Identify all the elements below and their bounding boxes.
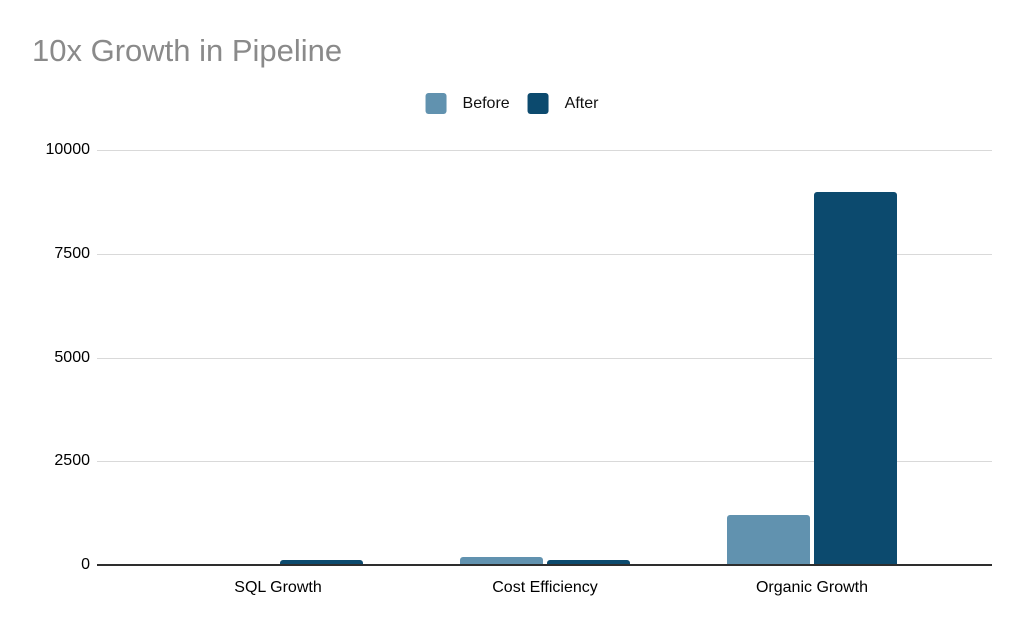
bar-after-sql-growth: [280, 559, 363, 565]
chart-title: 10x Growth in Pipeline: [32, 33, 343, 68]
gridline-7500: [97, 253, 992, 255]
y-tick-label-5000: 5000: [54, 348, 90, 366]
x-tick-label-sql-growth: SQL Growth: [234, 579, 322, 596]
x-axis-line: [97, 564, 992, 566]
bar-after-organic-growth: [814, 191, 897, 565]
bar-before-organic-growth: [727, 515, 810, 565]
legend-item-after: After: [527, 93, 599, 114]
y-tick-label-2500: 2500: [54, 452, 90, 470]
legend-label-before: Before: [462, 94, 510, 112]
y-tick-label-10000: 10000: [45, 141, 91, 158]
plot-area: SQL Growth Cost Efficiency Organic Growth: [97, 150, 992, 596]
legend-swatch-after: [527, 93, 549, 114]
gridline-10000: [97, 150, 992, 151]
legend-item-before: Before: [425, 93, 510, 114]
gridline-5000: [97, 357, 992, 359]
x-tick-label-cost-efficiency: Cost Efficiency: [492, 579, 598, 596]
legend-label-after: After: [564, 94, 599, 112]
gridline-2500: [97, 461, 992, 463]
bar-after-cost-efficiency: [547, 560, 630, 565]
x-tick-label-organic-growth: Organic Growth: [755, 579, 869, 596]
bar-before-cost-efficiency: [460, 556, 543, 565]
legend-swatch-before: [425, 93, 447, 114]
legend: Before After: [425, 93, 599, 114]
y-tick-label-7500: 7500: [54, 244, 90, 262]
y-tick-label-0: 0: [81, 556, 90, 573]
